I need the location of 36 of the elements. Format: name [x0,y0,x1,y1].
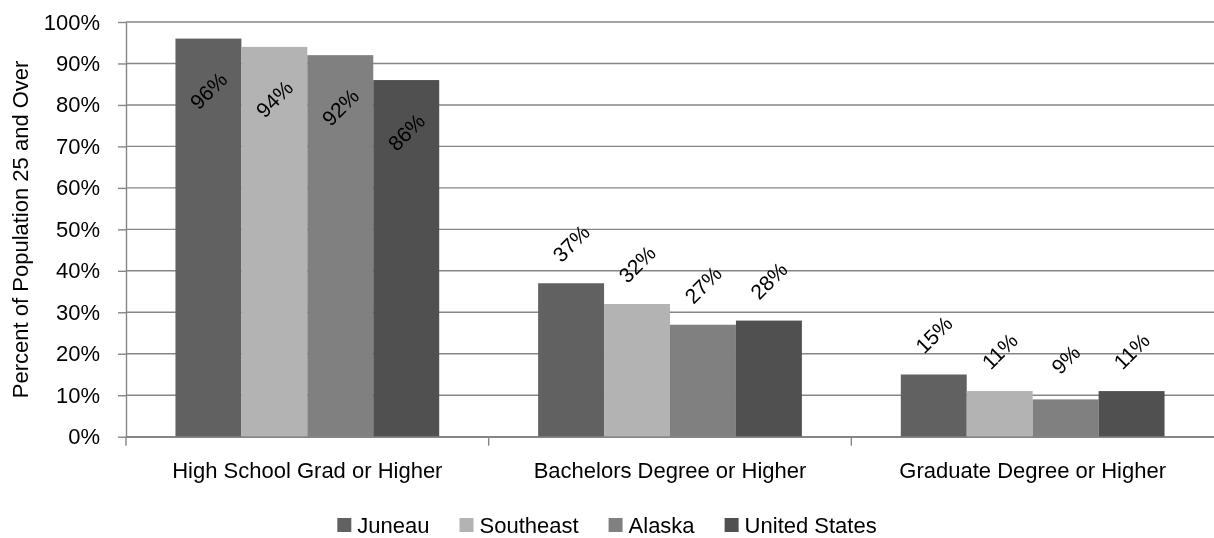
y-tick-label: 70% [55,133,100,159]
y-tick-label: 90% [55,51,100,77]
data-label: 11% [977,328,1023,374]
bar [241,46,308,437]
legend-label: Juneau [357,512,430,538]
bar [538,283,605,437]
y-tick-label: 50% [55,216,100,242]
data-label: 92% [317,84,364,131]
bar [175,38,242,437]
y-tick-label: 0% [68,424,100,450]
bar [735,320,802,437]
data-label: 96% [185,67,232,114]
data-label: 9% [1046,340,1085,379]
bar [1098,391,1165,437]
x-tick-label: Bachelors Degree or Higher [533,458,807,484]
data-label: 11% [1109,328,1155,374]
data-label: 32% [614,241,661,287]
y-tick-label: 30% [55,299,100,325]
bar [966,391,1033,437]
bar [604,304,670,437]
x-tick-label: Graduate Degree or Higher [899,458,1166,484]
y-tick-label: 100% [43,9,100,35]
legend-label: Alaska [628,512,696,538]
bar [900,374,967,437]
y-tick-label: 80% [55,92,100,118]
bar [373,80,440,437]
data-label: 86% [383,109,430,156]
y-tick-label: 20% [55,341,100,367]
legend-label: United States [744,512,877,538]
x-tick-label: High School Grad or Higher [172,458,443,484]
y-tick-label: 40% [55,258,100,284]
legend-label: Southeast [479,512,579,538]
y-tick-label: 60% [55,175,100,201]
y-tick-label: 10% [55,382,100,408]
y-axis-title: Percent of Population 25 and Over [8,60,34,399]
data-label: 94% [251,75,298,122]
